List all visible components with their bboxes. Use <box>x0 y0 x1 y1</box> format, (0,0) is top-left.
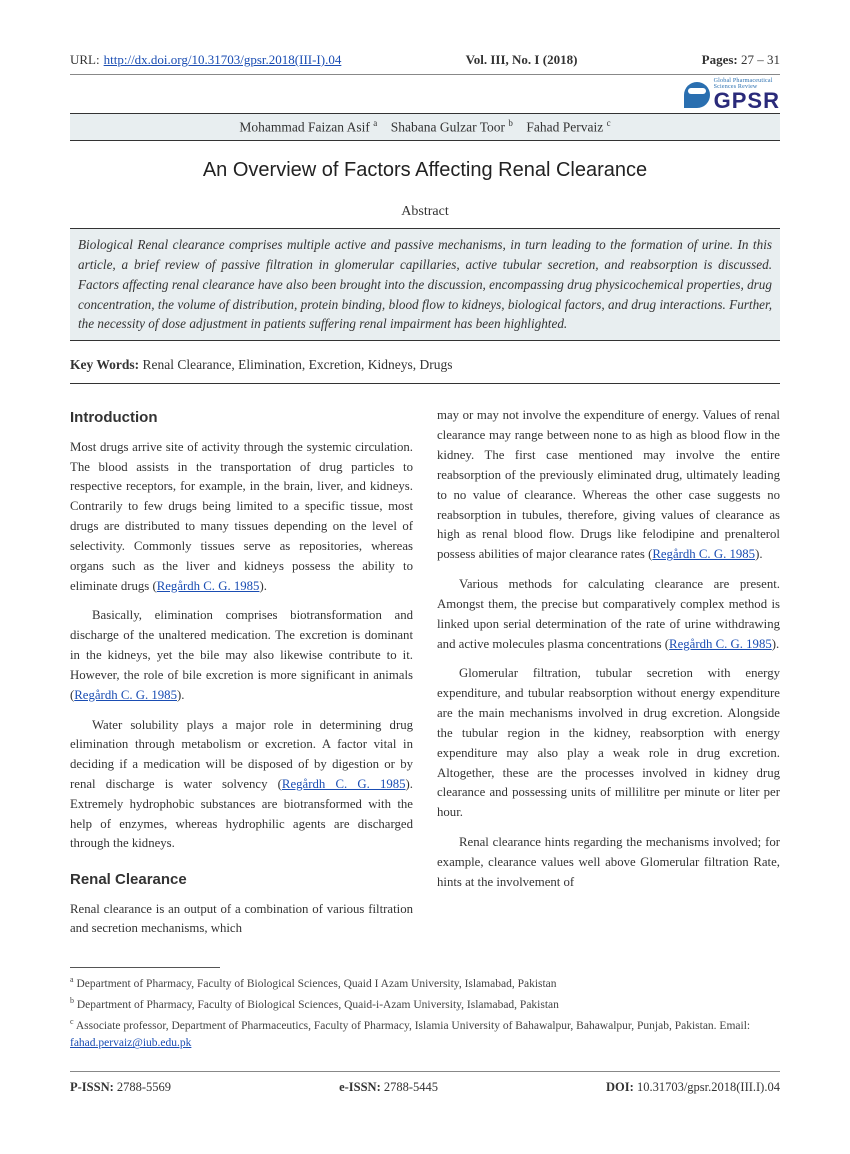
keywords-value: Renal Clearance, Elimination, Excretion,… <box>143 357 453 372</box>
paragraph: may or may not involve the expenditure o… <box>437 406 780 565</box>
footer-row: P-ISSN: 2788-5569 e-ISSN: 2788-5445 DOI:… <box>70 1071 780 1097</box>
keywords-row: Key Words: Renal Clearance, Elimination,… <box>70 355 780 384</box>
logo-acronym: GPSR <box>714 90 780 112</box>
column-right: may or may not involve the expenditure o… <box>437 406 780 949</box>
email-link[interactable]: fahad.pervaiz@iub.edu.pk <box>70 1037 191 1049</box>
author-1: Mohammad Faizan Asif <box>239 119 369 134</box>
citation-link[interactable]: Regårdh C. G. 1985 <box>157 579 260 593</box>
doi-value: 10.31703/gpsr.2018(III.I).04 <box>637 1080 780 1094</box>
author-2: Shabana Gulzar Toor <box>391 119 505 134</box>
journal-logo: Global Pharmaceutical Sciences Review GP… <box>684 78 780 112</box>
author-1-sup: a <box>373 118 377 128</box>
author-3-sup: c <box>607 118 611 128</box>
footnotes: a Department of Pharmacy, Faculty of Bio… <box>70 974 780 1052</box>
column-left: Introduction Most drugs arrive site of a… <box>70 406 413 949</box>
paragraph: Most drugs arrive site of activity throu… <box>70 438 413 597</box>
keywords-label: Key Words: <box>70 357 139 372</box>
paragraph: Basically, elimination comprises biotran… <box>70 606 413 705</box>
intro-heading: Introduction <box>70 406 413 429</box>
volume-info: Vol. III, No. I (2018) <box>466 50 578 70</box>
footnote-c: c Associate professor, Department of Pha… <box>70 1016 780 1052</box>
pissn-label: P-ISSN: <box>70 1080 114 1094</box>
renal-heading: Renal Clearance <box>70 868 413 891</box>
pages-value: 27 – 31 <box>741 52 780 67</box>
paragraph: Water solubility plays a major role in d… <box>70 716 413 855</box>
paragraph: Renal clearance hints regarding the mech… <box>437 833 780 892</box>
citation-link[interactable]: Regårdh C. G. 1985 <box>282 777 406 791</box>
logo-row: Global Pharmaceutical Sciences Review GP… <box>70 77 780 113</box>
header-row: URL: http://dx.doi.org/10.31703/gpsr.201… <box>70 50 780 70</box>
url-label: URL: <box>70 50 100 70</box>
paragraph: Renal clearance is an output of a combin… <box>70 900 413 940</box>
divider <box>70 74 780 75</box>
eissn-value: 2788-5445 <box>384 1080 438 1094</box>
author-3: Fahad Pervaiz <box>526 119 603 134</box>
url-link[interactable]: http://dx.doi.org/10.31703/gpsr.2018(III… <box>104 50 342 70</box>
pissn-value: 2788-5569 <box>117 1080 171 1094</box>
paragraph: Various methods for calculating clearanc… <box>437 575 780 654</box>
author-2-sup: b <box>508 118 513 128</box>
citation-link[interactable]: Regårdh C. G. 1985 <box>669 637 772 651</box>
authors-box: Mohammad Faizan Asif a Shabana Gulzar To… <box>70 113 780 142</box>
body-columns: Introduction Most drugs arrive site of a… <box>70 406 780 949</box>
doi-label: DOI: <box>606 1080 634 1094</box>
abstract-box: Biological Renal clearance comprises mul… <box>70 228 780 341</box>
paper-title: An Overview of Factors Affecting Renal C… <box>70 155 780 185</box>
paragraph: Glomerular filtration, tubular secretion… <box>437 664 780 823</box>
footnote-a: a Department of Pharmacy, Faculty of Bio… <box>70 974 780 993</box>
citation-link[interactable]: Regårdh C. G. 1985 <box>652 547 755 561</box>
footnote-b: b Department of Pharmacy, Faculty of Bio… <box>70 995 780 1014</box>
abstract-label: Abstract <box>70 201 780 222</box>
citation-link[interactable]: Regårdh C. G. 1985 <box>74 688 177 702</box>
pages-label: Pages: <box>702 52 738 67</box>
footnote-divider <box>70 967 220 968</box>
logo-icon <box>684 82 710 108</box>
eissn-label: e-ISSN: <box>339 1080 381 1094</box>
